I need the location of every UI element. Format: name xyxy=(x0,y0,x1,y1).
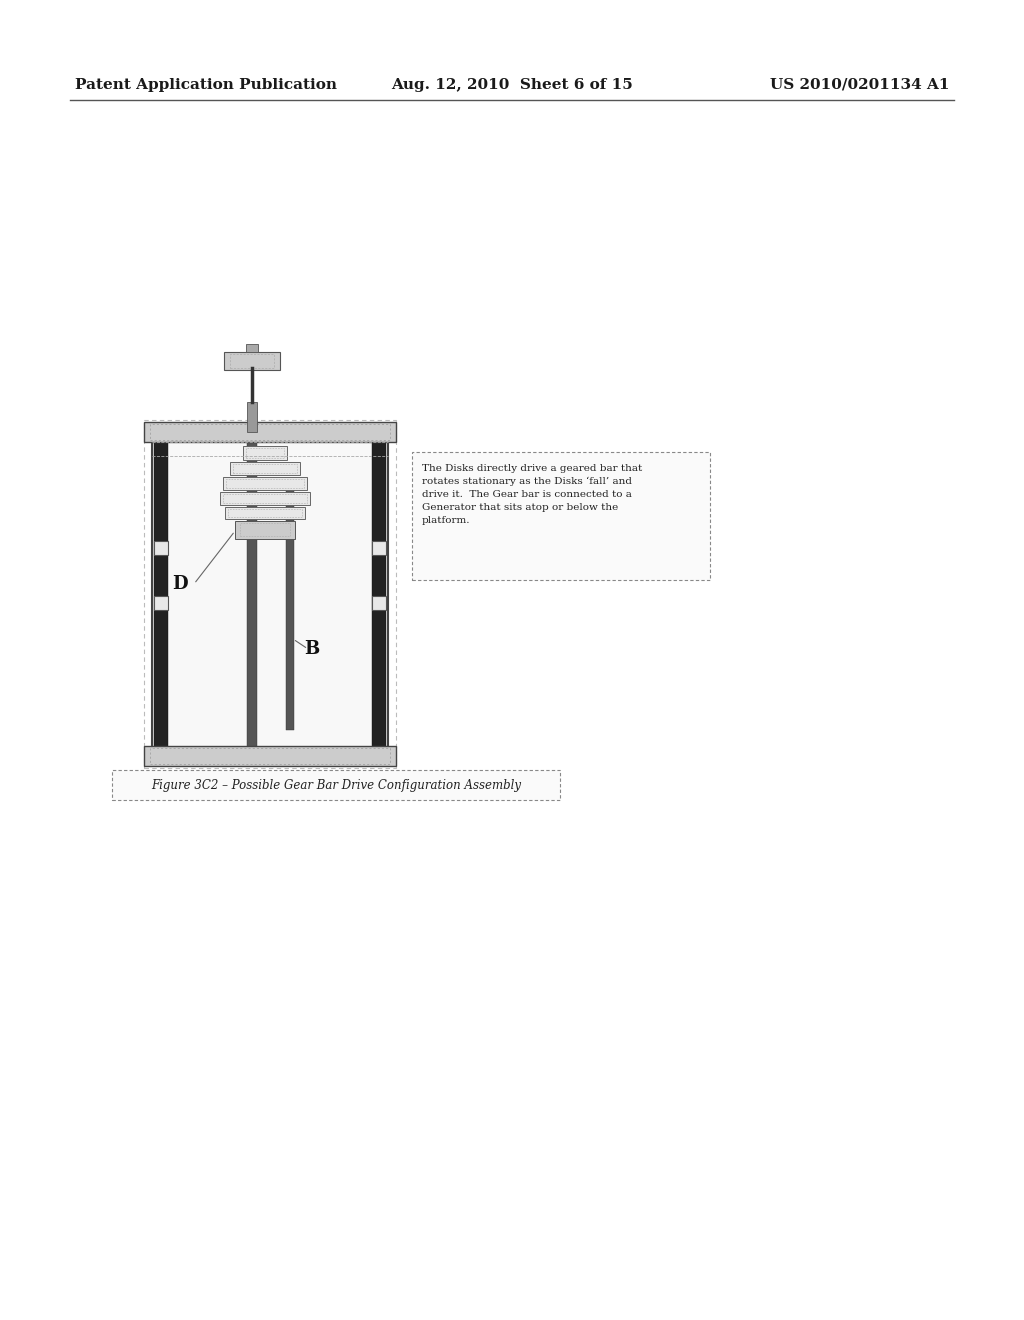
Bar xyxy=(150,748,390,764)
Bar xyxy=(372,597,386,610)
Bar xyxy=(154,597,168,610)
Bar xyxy=(223,494,307,503)
Bar xyxy=(144,746,396,766)
Bar xyxy=(228,510,302,517)
Bar xyxy=(224,352,280,370)
Bar xyxy=(150,424,390,440)
Bar xyxy=(286,488,294,730)
Bar xyxy=(152,428,388,760)
Bar xyxy=(226,479,304,488)
Bar xyxy=(372,428,386,760)
Text: US 2010/0201134 A1: US 2010/0201134 A1 xyxy=(770,78,950,92)
Text: The Disks directly drive a geared bar that
rotates stationary as the Disks ‘fall: The Disks directly drive a geared bar th… xyxy=(422,465,642,525)
Bar xyxy=(112,770,560,800)
Text: Patent Application Publication: Patent Application Publication xyxy=(75,78,337,92)
Bar xyxy=(223,477,307,490)
Bar xyxy=(240,523,290,536)
Text: Aug. 12, 2010  Sheet 6 of 15: Aug. 12, 2010 Sheet 6 of 15 xyxy=(391,78,633,92)
Bar xyxy=(230,462,300,475)
Bar xyxy=(243,446,287,459)
Bar xyxy=(220,492,310,506)
Bar xyxy=(234,521,295,539)
Text: D: D xyxy=(172,576,187,593)
Bar xyxy=(144,420,396,768)
Bar xyxy=(246,345,258,352)
Bar xyxy=(247,403,257,432)
Bar xyxy=(247,428,257,760)
Bar xyxy=(154,428,168,760)
Bar xyxy=(225,507,305,519)
Bar xyxy=(154,541,168,554)
Bar xyxy=(230,354,274,368)
Bar xyxy=(372,541,386,554)
Bar xyxy=(233,465,297,473)
Bar xyxy=(246,447,284,458)
Text: Figure 3C2 – Possible Gear Bar Drive Configuration Assembly: Figure 3C2 – Possible Gear Bar Drive Con… xyxy=(151,779,521,792)
Bar xyxy=(144,422,396,442)
Bar xyxy=(412,451,710,579)
Text: B: B xyxy=(304,640,319,657)
